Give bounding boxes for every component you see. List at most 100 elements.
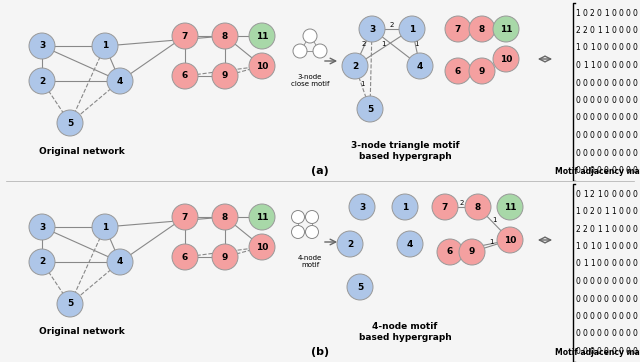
Text: 10: 10 (500, 55, 512, 63)
Circle shape (359, 16, 385, 42)
Text: 1: 1 (583, 61, 588, 70)
Text: 0: 0 (618, 148, 623, 157)
Text: 0: 0 (597, 61, 602, 70)
Text: 3: 3 (369, 25, 375, 34)
Text: 10: 10 (256, 62, 268, 71)
Text: 0: 0 (582, 277, 588, 286)
Text: 0: 0 (625, 8, 630, 17)
Text: 0: 0 (611, 189, 616, 198)
Text: 0: 0 (625, 312, 630, 321)
Text: 1: 1 (381, 41, 386, 46)
Text: 0: 0 (604, 114, 609, 122)
Text: 0: 0 (611, 26, 616, 35)
Circle shape (249, 204, 275, 230)
Text: 4: 4 (417, 62, 423, 71)
Text: 0: 0 (625, 148, 630, 157)
Text: 8: 8 (475, 202, 481, 211)
Text: 1: 1 (492, 216, 496, 223)
Text: 0: 0 (618, 260, 623, 269)
Text: 0: 0 (625, 43, 630, 52)
Circle shape (445, 58, 471, 84)
Text: 0: 0 (575, 312, 580, 321)
Circle shape (342, 53, 368, 79)
Text: 1: 1 (604, 26, 609, 35)
Circle shape (291, 210, 305, 223)
Circle shape (347, 274, 373, 300)
Text: 0: 0 (582, 43, 588, 52)
Text: 0: 0 (625, 189, 630, 198)
Text: 0: 0 (625, 277, 630, 286)
Text: 1: 1 (575, 207, 580, 216)
Text: 0: 0 (575, 148, 580, 157)
Text: 4-node
motif: 4-node motif (298, 255, 322, 268)
Text: 0: 0 (632, 131, 637, 140)
Text: 0: 0 (611, 114, 616, 122)
Text: 0: 0 (618, 189, 623, 198)
Text: 0: 0 (597, 131, 602, 140)
Text: 4: 4 (117, 257, 123, 266)
Text: 0: 0 (582, 131, 588, 140)
Text: 0: 0 (575, 131, 580, 140)
Circle shape (465, 194, 491, 220)
Text: 0: 0 (625, 114, 630, 122)
Circle shape (29, 68, 55, 94)
Circle shape (293, 44, 307, 58)
Text: 0: 0 (590, 79, 595, 88)
Text: 0: 0 (604, 312, 609, 321)
Text: 0: 0 (632, 43, 637, 52)
Text: 1: 1 (590, 43, 595, 52)
Text: 2: 2 (590, 189, 595, 198)
Text: 0: 0 (611, 148, 616, 157)
Text: 0: 0 (632, 8, 637, 17)
Text: 0: 0 (604, 347, 609, 356)
Text: 0: 0 (604, 260, 609, 269)
Text: 0: 0 (604, 166, 609, 175)
Text: 1: 1 (575, 43, 580, 52)
Text: 0: 0 (611, 166, 616, 175)
Text: 7: 7 (182, 31, 188, 41)
Text: 0: 0 (618, 329, 623, 338)
Text: 2: 2 (39, 76, 45, 85)
Circle shape (249, 234, 275, 260)
Text: 0: 0 (632, 295, 637, 303)
Circle shape (172, 63, 198, 89)
Text: 0: 0 (625, 347, 630, 356)
Text: 0: 0 (625, 207, 630, 216)
Text: 8: 8 (222, 212, 228, 222)
Circle shape (399, 16, 425, 42)
Text: 2: 2 (575, 224, 580, 233)
Text: 0: 0 (582, 114, 588, 122)
Text: 2: 2 (390, 22, 394, 28)
Circle shape (497, 194, 523, 220)
Text: 0: 0 (597, 166, 602, 175)
Text: 1: 1 (597, 26, 602, 35)
Text: 0: 0 (590, 166, 595, 175)
Text: 1: 1 (583, 189, 588, 198)
Text: 1: 1 (611, 207, 616, 216)
Text: 0: 0 (611, 96, 616, 105)
Text: 0: 0 (597, 148, 602, 157)
Text: 0: 0 (611, 61, 616, 70)
Text: 0: 0 (590, 329, 595, 338)
Text: 0: 0 (604, 131, 609, 140)
Text: 2: 2 (575, 26, 580, 35)
Circle shape (469, 58, 495, 84)
Text: 1: 1 (583, 260, 588, 269)
Text: 0: 0 (597, 207, 602, 216)
Text: 0: 0 (632, 148, 637, 157)
Text: 3: 3 (39, 42, 45, 51)
Text: 0: 0 (632, 26, 637, 35)
Text: 3-node triangle motif
based hypergraph: 3-node triangle motif based hypergraph (351, 141, 460, 161)
Text: 0: 0 (618, 224, 623, 233)
Text: 0: 0 (632, 114, 637, 122)
Text: 0: 0 (604, 277, 609, 286)
Text: 2: 2 (352, 62, 358, 71)
Text: Original network: Original network (39, 328, 125, 337)
Text: 0: 0 (618, 96, 623, 105)
Circle shape (392, 194, 418, 220)
Text: 0: 0 (618, 347, 623, 356)
Text: 6: 6 (182, 253, 188, 261)
Circle shape (212, 204, 238, 230)
Text: 9: 9 (479, 67, 485, 76)
Text: 0: 0 (618, 207, 623, 216)
